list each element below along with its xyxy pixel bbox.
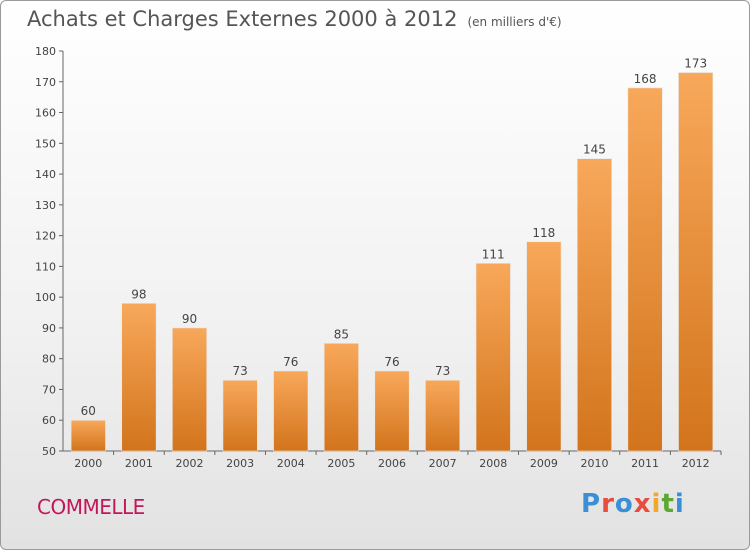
bar-2010 <box>576 158 612 452</box>
bar-2005 <box>323 343 359 452</box>
bar-2012 <box>678 72 714 452</box>
bar-value-label: 60 <box>81 404 96 418</box>
y-tick-label: 70 <box>42 383 56 396</box>
x-tick-label: 2000 <box>74 457 102 470</box>
x-tick-label: 2012 <box>682 457 710 470</box>
bar-value-label: 98 <box>131 287 146 301</box>
y-tick-label: 150 <box>35 137 56 150</box>
x-tick-label: 2010 <box>580 457 608 470</box>
logo-letter: P <box>581 489 602 519</box>
y-tick-label: 110 <box>35 260 56 273</box>
bar-2001 <box>121 303 157 452</box>
y-tick-label: 50 <box>42 445 56 458</box>
y-tick-label: 120 <box>35 230 56 243</box>
logo-letter: x <box>633 489 652 519</box>
y-tick-label: 60 <box>42 414 56 427</box>
bar-2000 <box>70 419 106 452</box>
bar-value-label: 73 <box>435 364 450 378</box>
bar-2002 <box>172 327 208 452</box>
chart-title: Achats et Charges Externes 2000 à 2012 (e… <box>27 7 562 31</box>
proxiti-logo: Proxiti <box>581 489 685 519</box>
x-tick-label: 2009 <box>530 457 558 470</box>
bar-value-label: 118 <box>532 226 555 240</box>
bar-value-label: 73 <box>233 364 248 378</box>
bar-value-label: 76 <box>384 355 399 369</box>
y-tick-label: 170 <box>35 76 56 89</box>
logo-letter: r <box>601 489 615 519</box>
bar-value-label: 168 <box>634 72 657 86</box>
y-tick-label: 160 <box>35 107 56 120</box>
bar-2003 <box>222 379 258 452</box>
bar-2008 <box>475 263 511 452</box>
bar-2004 <box>273 370 309 452</box>
x-tick-label: 2005 <box>327 457 355 470</box>
y-tick-label: 100 <box>35 291 56 304</box>
x-tick-label: 2011 <box>631 457 659 470</box>
bar-2007 <box>425 379 461 452</box>
y-tick-label: 140 <box>35 168 56 181</box>
bar-value-label: 173 <box>684 57 707 71</box>
x-tick-label: 2002 <box>176 457 204 470</box>
logo-letter: i <box>674 489 685 519</box>
bar-value-label: 85 <box>334 327 349 341</box>
bar-value-label: 111 <box>482 247 505 261</box>
logo-letter: t <box>661 489 675 519</box>
x-tick-label: 2008 <box>479 457 507 470</box>
x-tick-label: 2007 <box>429 457 457 470</box>
bar-value-label: 90 <box>182 312 197 326</box>
chart-title-text: Achats et Charges Externes 2000 à 2012 <box>27 7 458 31</box>
x-tick-label: 2004 <box>277 457 305 470</box>
y-tick-label: 80 <box>42 353 56 366</box>
y-tick-label: 130 <box>35 199 56 212</box>
y-tick-label: 90 <box>42 322 56 335</box>
bar-value-label: 76 <box>283 355 298 369</box>
x-tick-label: 2001 <box>125 457 153 470</box>
bar-2011 <box>627 87 663 452</box>
chart-subtitle: (en milliers d'€) <box>467 15 562 29</box>
bar-2006 <box>374 370 410 452</box>
logo-letter: o <box>614 489 634 519</box>
logo-letter: i <box>651 489 662 519</box>
commune-name: COMMELLE <box>37 495 145 519</box>
x-tick-label: 2003 <box>226 457 254 470</box>
bar-2009 <box>526 241 562 452</box>
x-tick-label: 2006 <box>378 457 406 470</box>
bar-value-label: 145 <box>583 143 606 157</box>
y-tick-label: 180 <box>35 45 56 58</box>
